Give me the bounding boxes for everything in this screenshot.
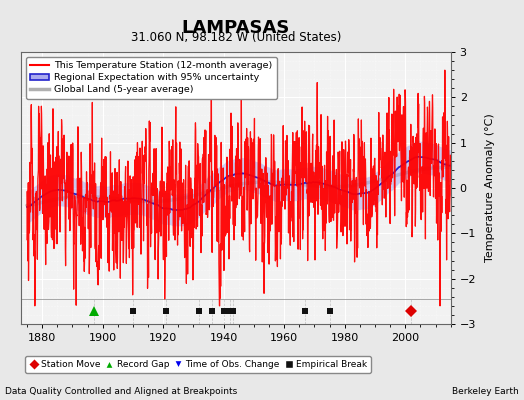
Text: Berkeley Earth: Berkeley Earth <box>452 387 519 396</box>
Y-axis label: Temperature Anomaly (°C): Temperature Anomaly (°C) <box>485 114 495 262</box>
Text: Data Quality Controlled and Aligned at Breakpoints: Data Quality Controlled and Aligned at B… <box>5 387 237 396</box>
Text: 31.060 N, 98.182 W (United States): 31.060 N, 98.182 W (United States) <box>130 31 341 44</box>
Title: LAMPASAS: LAMPASAS <box>182 18 290 36</box>
Legend: Station Move, Record Gap, Time of Obs. Change, Empirical Break: Station Move, Record Gap, Time of Obs. C… <box>26 356 370 372</box>
